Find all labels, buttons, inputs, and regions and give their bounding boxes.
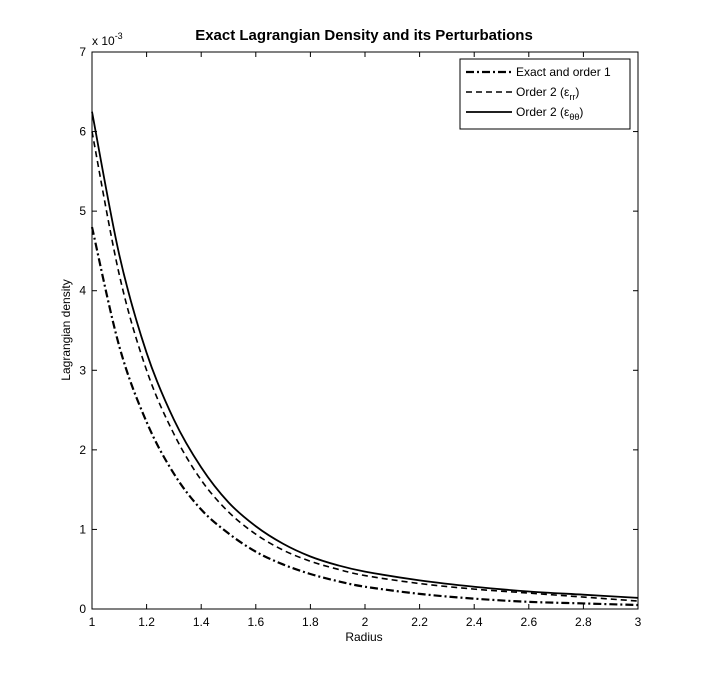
y-tick-label: 0 (79, 602, 86, 616)
series-lines (90, 111, 639, 607)
x-tick-label: 2.2 (411, 615, 428, 629)
x-tick-label: 3 (635, 615, 642, 629)
y-tick-label: 1 (79, 522, 86, 536)
x-tick-label: 1.6 (247, 615, 264, 629)
x-tick-label: 2 (362, 615, 369, 629)
x-tick-label: 2.4 (466, 615, 483, 629)
legend: Exact and order 1 Order 2 (εrr) Order 2 (ε… (459, 58, 631, 130)
y-tick-label: 5 (79, 204, 86, 218)
x-tick-label: 1.4 (193, 615, 210, 629)
legend-box (459, 58, 631, 130)
x-tick-label: 1.2 (138, 615, 155, 629)
y-axis-label: Lagrangian density (59, 279, 73, 380)
y-tick-label: 7 (79, 45, 86, 59)
legend-label-1: Order 2 (εrr) (516, 85, 579, 102)
y-multiplier: x 10-3 (92, 31, 123, 48)
plot-area (91, 51, 639, 610)
x-tick-label: 1 (89, 615, 96, 629)
series-line-1 (91, 131, 639, 602)
x-axis-label: Radius (345, 630, 382, 644)
y-tick-label: 4 (79, 284, 86, 298)
legend-label-2: Order 2 (εθθ) (516, 105, 583, 122)
series-line-2 (91, 111, 639, 599)
x-tick-label: 2.6 (520, 615, 537, 629)
y-tick-label: 6 (79, 125, 86, 139)
legend-label-0: Exact and order 1 (516, 65, 611, 79)
x-tick-label: 2.8 (575, 615, 592, 629)
chart-title: Exact Lagrangian Density and its Perturb… (195, 27, 533, 44)
y-tick-label: 2 (79, 443, 86, 457)
series-line-0 (90, 226, 639, 607)
x-tick-label: 1.8 (302, 615, 319, 629)
y-tick-label: 3 (79, 363, 86, 377)
